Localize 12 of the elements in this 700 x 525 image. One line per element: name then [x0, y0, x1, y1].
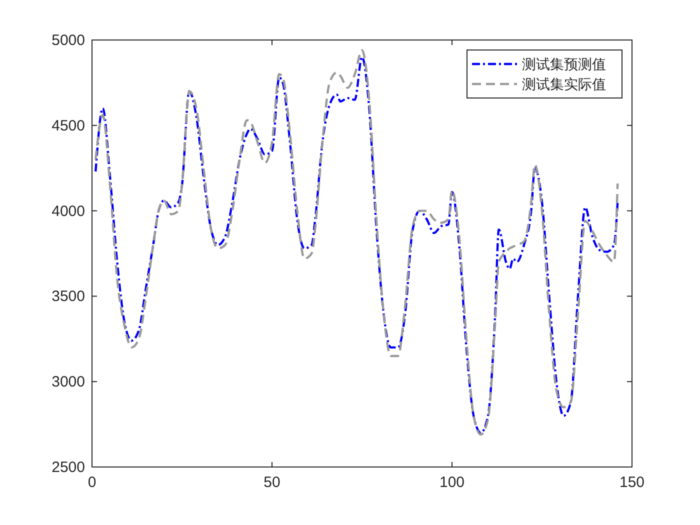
y-tick-label: 2500: [52, 459, 85, 476]
y-tick-label: 5000: [52, 32, 85, 49]
x-tick-label: 150: [619, 474, 645, 491]
legend-label: 测试集预测值: [522, 57, 606, 73]
y-tick-label: 4500: [52, 117, 85, 134]
y-tick-label: 3000: [52, 374, 85, 391]
x-tick-label: 50: [264, 474, 280, 491]
x-tick-label: 0: [88, 474, 96, 491]
x-tick-label: 100: [439, 474, 465, 491]
y-tick-label: 3500: [52, 288, 85, 306]
y-tick-label: 4000: [52, 202, 85, 220]
legend-label: 测试集实际值: [522, 77, 606, 93]
